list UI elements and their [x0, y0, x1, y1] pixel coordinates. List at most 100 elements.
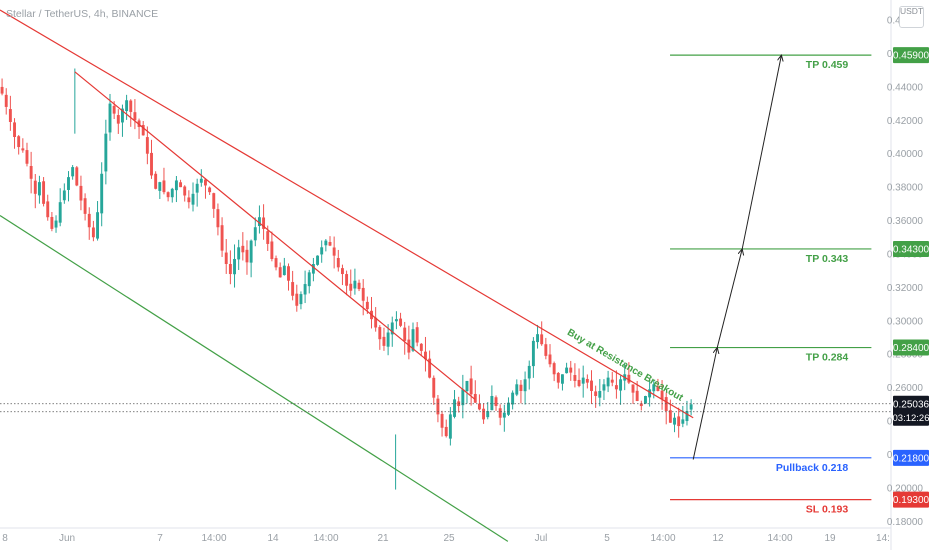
candle-body — [411, 329, 415, 351]
tp3-price-tag-text: 0.45900 — [893, 51, 930, 62]
candle-body — [577, 379, 581, 386]
candle-body — [320, 247, 324, 255]
time-tick-label: 12 — [712, 533, 724, 544]
time-tick-label: 14:00 — [201, 533, 226, 544]
candle-body — [311, 264, 315, 274]
candle-body — [4, 94, 8, 107]
candle-body — [299, 294, 303, 305]
candle-body — [523, 379, 527, 392]
candle-body — [394, 319, 398, 322]
candle-body — [357, 282, 361, 290]
candle-body — [349, 283, 353, 291]
time-tick-label: 14:00 — [313, 533, 338, 544]
candle-body — [145, 137, 149, 154]
candle-body — [403, 327, 407, 341]
candle-body — [162, 180, 166, 193]
tp1-price-tag — [893, 339, 929, 356]
candle-body — [187, 197, 191, 203]
candle-body — [345, 274, 349, 286]
candle-body — [668, 410, 672, 423]
symbol-header: Stellar / TetherUS, 4h, BINANCE — [6, 8, 159, 20]
candle-body — [386, 332, 390, 347]
candle-body — [112, 105, 116, 114]
bar-countdown: 03:12:26 — [893, 413, 930, 424]
candle-body — [141, 125, 145, 136]
candle-body — [75, 167, 79, 186]
candle-body — [79, 185, 83, 201]
candle-body — [120, 108, 124, 123]
current-price-tag — [893, 395, 929, 426]
candle-body — [432, 377, 436, 398]
candle-body — [494, 397, 498, 407]
candle-body — [150, 152, 153, 176]
time-tick-label: 19 — [824, 533, 836, 544]
candle-body — [166, 192, 170, 198]
candle-body — [25, 150, 29, 164]
candle-body — [660, 390, 664, 400]
candle-body — [17, 136, 21, 148]
candle-body — [390, 322, 394, 335]
trendline-3 — [0, 215, 509, 542]
candle-body — [216, 209, 220, 228]
stop-loss-price-tag-text: 0.19300 — [893, 495, 930, 506]
candle-body — [482, 408, 486, 420]
currency-unit-badge[interactable]: USDT — [899, 6, 924, 28]
time-tick-label: 21 — [377, 533, 389, 544]
candle-body — [191, 193, 195, 205]
candle-body — [515, 384, 519, 395]
candle-body — [8, 109, 12, 122]
candle-body — [257, 217, 261, 226]
candle-body — [287, 266, 290, 281]
candle-body — [21, 148, 25, 151]
stop-loss-label: SL 0.193 — [806, 504, 849, 516]
candle-body — [62, 190, 66, 201]
candle-body — [461, 389, 465, 406]
candle-body — [652, 384, 656, 392]
candle-body — [237, 247, 241, 260]
candle-body — [154, 173, 158, 189]
candle-body — [498, 408, 502, 418]
candle-body — [13, 122, 16, 138]
candle-body — [465, 380, 469, 391]
candle-body — [473, 393, 477, 403]
candle-body — [58, 202, 62, 223]
candle-body — [677, 416, 681, 427]
candle-body — [594, 391, 598, 396]
candle-body — [419, 343, 423, 351]
candle-body — [569, 367, 573, 373]
candle-body — [407, 339, 411, 353]
candle-body — [590, 380, 593, 391]
candle-body — [531, 340, 535, 367]
candle-body — [307, 272, 311, 287]
candle-body — [361, 287, 365, 301]
candle-body — [519, 384, 523, 391]
candle-body — [602, 384, 606, 391]
candle-body — [262, 217, 266, 229]
candle-body — [303, 284, 307, 295]
candle-body — [378, 327, 382, 340]
candle-body — [565, 367, 569, 374]
candle-body — [274, 258, 278, 268]
candle-body — [353, 280, 357, 289]
candle-body — [536, 334, 539, 343]
projection-arrow-3 — [741, 55, 781, 250]
projection-arrow-2 — [716, 249, 742, 348]
time-tick-label: 14:00 — [650, 533, 675, 544]
candle-body — [204, 179, 207, 186]
candle-body — [627, 374, 631, 383]
candle-body — [365, 301, 369, 310]
candle-body — [0, 86, 4, 94]
tp3-price-tag — [893, 47, 929, 64]
candle-body — [224, 252, 228, 264]
candle-body — [648, 389, 652, 398]
candle-body — [220, 225, 224, 251]
candle-body — [195, 183, 199, 193]
candle-body — [399, 318, 403, 326]
candle-body — [477, 403, 481, 410]
price-tick-label: 0.20000 — [887, 483, 924, 494]
candle-body — [424, 351, 427, 360]
candle-body — [681, 419, 685, 424]
candle-body — [46, 201, 50, 218]
